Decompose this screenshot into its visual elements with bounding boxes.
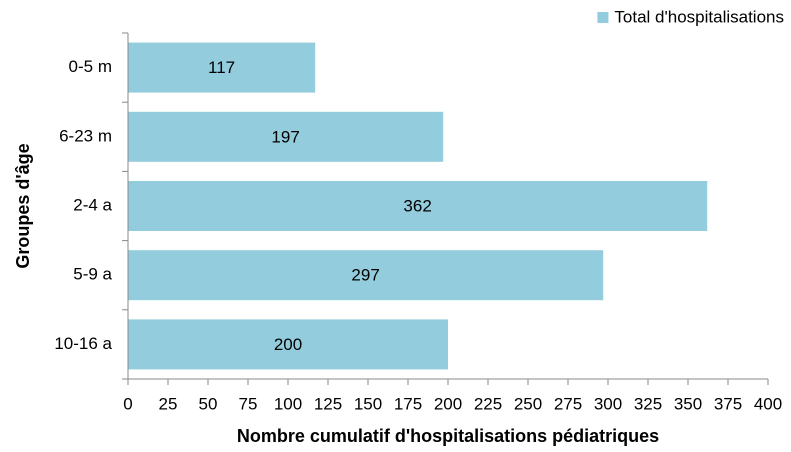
x-tick-label: 400 <box>754 394 782 413</box>
y-tick-label: 5-9 a <box>73 265 112 284</box>
bar <box>128 111 444 162</box>
x-tick-label: 150 <box>354 394 382 413</box>
y-axis-title: Groupes d'âge <box>13 143 33 268</box>
y-tick-label: 0-5 m <box>69 57 112 76</box>
x-tick-label: 350 <box>674 394 702 413</box>
x-tick-label: 0 <box>123 394 132 413</box>
x-tick-label: 75 <box>239 394 258 413</box>
legend-swatch <box>597 12 609 23</box>
value-label: 297 <box>351 266 379 285</box>
bar <box>128 319 448 370</box>
x-tick-label: 125 <box>314 394 342 413</box>
bar <box>128 181 708 231</box>
y-tick-label: 10-16 a <box>54 334 112 353</box>
x-tick-label: 50 <box>199 394 218 413</box>
x-axis-title: Nombre cumulatif d'hospitalisations pédi… <box>237 426 659 446</box>
x-tick-label: 200 <box>434 394 462 413</box>
value-label: 362 <box>403 196 431 215</box>
y-tick-label: 6-23 m <box>59 126 112 145</box>
bar <box>128 42 316 93</box>
x-tick-label: 250 <box>514 394 542 413</box>
x-tick-label: 100 <box>274 394 302 413</box>
x-tick-label: 225 <box>474 394 502 413</box>
value-label: 197 <box>271 127 299 146</box>
value-label: 117 <box>208 58 235 77</box>
legend-label: Total d'hospitalisations <box>614 7 784 26</box>
x-tick-label: 325 <box>634 394 662 413</box>
y-tick-label: 2-4 a <box>73 195 112 214</box>
value-label: 200 <box>274 335 302 354</box>
x-tick-label: 275 <box>554 394 582 413</box>
bar <box>128 250 604 301</box>
x-tick-label: 25 <box>159 394 178 413</box>
x-tick-label: 375 <box>714 394 742 413</box>
x-tick-label: 175 <box>394 394 422 413</box>
x-tick-label: 300 <box>594 394 622 413</box>
